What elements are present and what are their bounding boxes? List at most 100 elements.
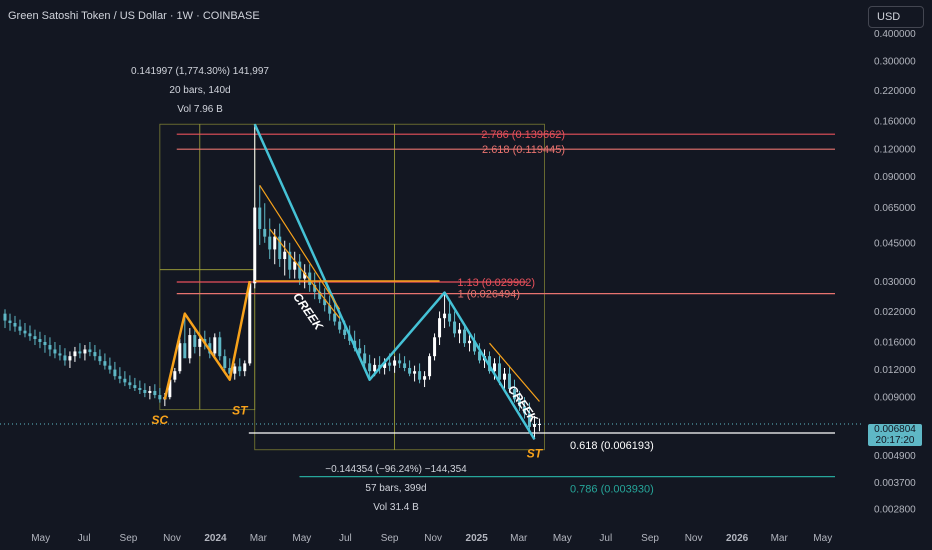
x-tick-label: Sep — [381, 533, 399, 544]
top-measure-label: 0.141997 (1,774.30%) 141,997 20 bars, 14… — [100, 62, 300, 119]
y-tick-label: 0.012000 — [874, 365, 916, 376]
y-tick-label: 0.300000 — [874, 56, 916, 67]
candle-body — [133, 385, 137, 389]
candle-body — [343, 329, 347, 336]
candle-body — [318, 291, 322, 300]
candle-body — [3, 313, 7, 321]
candle-body — [88, 349, 92, 353]
y-tick-label: 0.045000 — [874, 238, 916, 249]
sc-label: SC — [152, 413, 169, 427]
creek-trendline — [489, 342, 540, 402]
y-tick-label: 0.022000 — [874, 307, 916, 318]
candle-body — [278, 236, 282, 260]
bottom-measure-label: −0.144354 (−96.24%) −144,354 57 bars, 39… — [296, 460, 496, 517]
candle-body — [268, 236, 272, 250]
candle-body — [263, 228, 267, 237]
candle-body — [188, 335, 192, 359]
candle-body — [537, 424, 541, 426]
candle-body — [408, 367, 412, 374]
chart-title: Green Satoshi Token / US Dollar · 1W · C… — [8, 10, 260, 22]
candle-body — [178, 343, 182, 372]
candle-body — [28, 333, 32, 337]
candle-body — [453, 321, 457, 334]
candle-body — [168, 379, 172, 398]
candle-body — [388, 362, 392, 366]
candle-body — [398, 360, 402, 364]
x-tick-label: Nov — [685, 533, 703, 544]
candle-body — [448, 313, 452, 322]
candle-body — [358, 348, 362, 354]
fib-level-label: 1 (0.026494) — [458, 289, 520, 301]
candle-body — [198, 339, 202, 347]
candle-body — [338, 321, 342, 330]
x-tick-label: 2026 — [726, 533, 749, 544]
y-tick-label: 0.030000 — [874, 277, 916, 288]
candle-body — [373, 364, 377, 372]
candle-body — [83, 349, 87, 354]
candle-body — [473, 340, 477, 352]
candle-body — [443, 313, 447, 319]
candle-body — [273, 236, 277, 250]
candle-body — [118, 376, 122, 379]
candle-body — [363, 353, 367, 364]
fib-level-label: 1.13 (0.029902) — [457, 277, 535, 289]
top-measure-bars: 20 bars, 140d — [169, 85, 231, 96]
candle-body — [502, 373, 506, 380]
x-tick-label: May — [813, 533, 832, 544]
y-tick-label: 0.002800 — [874, 505, 916, 516]
candle-body — [527, 413, 531, 427]
candle-body — [153, 390, 157, 396]
fib-level-label: 2.786 (0.139662) — [481, 129, 565, 141]
candle-body — [258, 207, 262, 229]
y-tick-label: 0.220000 — [874, 86, 916, 97]
x-tick-label: 2025 — [466, 533, 489, 544]
x-tick-label: Jul — [78, 533, 91, 544]
y-tick-label: 0.004900 — [874, 451, 916, 462]
candle-body — [303, 272, 307, 279]
top-measure-change: 0.141997 (1,774.30%) 141,997 — [131, 66, 269, 77]
candle-body — [418, 371, 422, 380]
currency-button[interactable]: USD — [868, 6, 924, 28]
candle-body — [18, 326, 22, 331]
candle-body — [283, 251, 287, 260]
candle-body — [522, 406, 526, 414]
candle-body — [313, 284, 317, 292]
st-label: ST — [527, 446, 544, 460]
candle-body — [248, 283, 252, 364]
candle-body — [78, 351, 82, 354]
candle-body — [148, 390, 152, 393]
candle-body — [223, 356, 227, 368]
candle-body — [368, 363, 372, 372]
candle-body — [73, 351, 77, 357]
candle-body — [108, 365, 112, 370]
candle-body — [8, 320, 12, 324]
x-tick-label: Sep — [641, 533, 659, 544]
candle-body — [143, 389, 147, 393]
candle-body — [48, 345, 52, 350]
candle-body — [468, 340, 472, 344]
candle-body — [238, 366, 242, 372]
accumulation-zigzag — [163, 280, 251, 400]
y-tick-label: 0.400000 — [874, 29, 916, 40]
candle-body — [308, 272, 312, 285]
x-tick-label: Jul — [339, 533, 352, 544]
candle-body — [138, 388, 142, 390]
candle-body — [428, 356, 432, 377]
candle-body — [517, 399, 521, 407]
candle-body — [458, 329, 462, 334]
candle-body — [58, 353, 62, 356]
candle-body — [298, 261, 302, 279]
x-tick-label: May — [292, 533, 311, 544]
candle-body — [128, 382, 132, 386]
candle-body — [68, 356, 72, 361]
y-tick-label: 0.090000 — [874, 172, 916, 183]
candle-body — [103, 361, 107, 366]
candle-body — [393, 360, 397, 366]
st-label: ST — [232, 404, 249, 418]
candle-body — [93, 352, 97, 357]
candle-body — [23, 330, 27, 334]
candle-body — [333, 313, 337, 322]
y-tick-label: 0.003700 — [874, 478, 916, 489]
